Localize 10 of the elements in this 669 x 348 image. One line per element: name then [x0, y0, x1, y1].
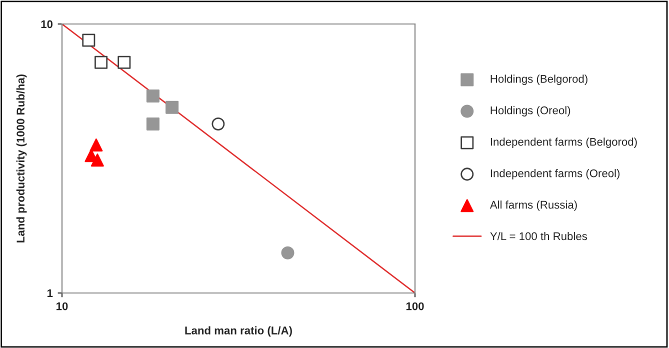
legend-label: Independent farms (Oreol): [490, 169, 620, 180]
legend-label: All farms (Russia): [490, 200, 577, 211]
x-axis-title: Land man ratio (L/A): [185, 326, 292, 337]
legend-label: Independent farms (Belgorod): [490, 138, 637, 148]
y-tick-label: 1: [47, 289, 53, 298]
x-tick-label: 100: [406, 302, 424, 310]
legend-label: Holdings (Oreol): [490, 106, 570, 116]
y-axis-title: Land productivity (1000 Rub/ha): [16, 74, 27, 242]
legend-label: Y/L = 100 th Rubles: [490, 232, 587, 240]
legend-label: Holdings (Belgorod): [490, 74, 588, 86]
